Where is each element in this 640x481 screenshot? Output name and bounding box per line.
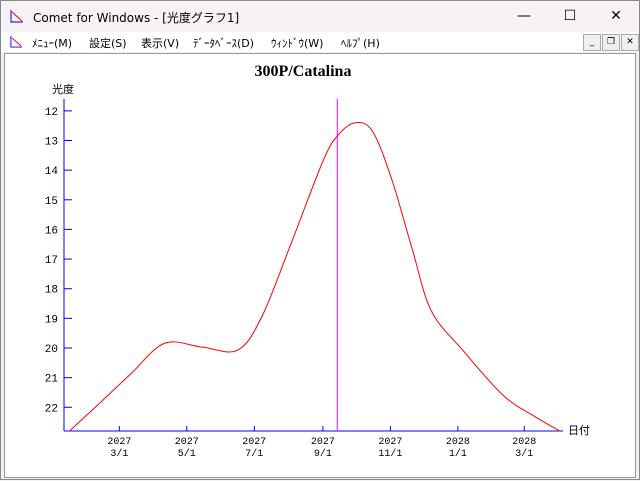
x-tick-year: 2028: [512, 437, 536, 448]
maximize-button[interactable]: ☐: [547, 1, 593, 32]
y-axis-label: 光度: [52, 82, 74, 96]
y-tick-label: 15: [45, 196, 58, 208]
menu-database[interactable]: ﾃﾞｰﾀﾍﾞｰｽ(D): [193, 37, 255, 50]
minimize-icon: —: [517, 8, 531, 24]
menu-menu[interactable]: ﾒﾆｭｰ(M): [32, 37, 73, 50]
y-tick-label: 14: [45, 166, 59, 178]
mdi-restore-button[interactable]: ❐: [602, 34, 620, 51]
maximize-icon: ☐: [563, 8, 577, 24]
magnitude-curve: [69, 121, 560, 432]
y-tick-label: 16: [45, 225, 58, 237]
y-tick-label: 13: [45, 137, 58, 149]
y-tick-label: 18: [45, 285, 58, 297]
x-tick-date: 9/1: [314, 448, 332, 460]
x-tick-date: 3/1: [515, 448, 533, 460]
close-button[interactable]: ✕: [593, 1, 639, 32]
x-tick-date: 3/1: [110, 448, 128, 460]
y-tick-label: 21: [45, 374, 59, 386]
x-tick-year: 2027: [107, 437, 131, 448]
close-icon: ✕: [610, 8, 622, 24]
x-tick-year: 2027: [175, 437, 199, 448]
document-icon[interactable]: [10, 35, 23, 48]
mdi-minimize-button[interactable]: _: [583, 34, 601, 51]
x-tick-year: 2028: [446, 437, 470, 448]
x-axis-label: 日付: [568, 424, 590, 437]
title-bar: Comet for Windows - [光度グラフ1] — ☐ ✕: [1, 1, 639, 32]
x-tick-date: 7/1: [245, 448, 263, 460]
x-tick-year: 2027: [378, 437, 402, 448]
y-tick-label: 20: [45, 344, 58, 356]
mdi-close-button[interactable]: ✕: [621, 34, 639, 51]
menu-window[interactable]: ｳｨﾝﾄﾞｳ(W): [271, 37, 324, 50]
y-tick-label: 12: [45, 107, 58, 119]
y-tick-label: 19: [45, 314, 58, 326]
menu-view[interactable]: 表示(V): [141, 37, 180, 50]
x-tick-date: 11/1: [378, 448, 402, 460]
menu-bar: ﾒﾆｭｰ(M) 設定(S) 表示(V) ﾃﾞｰﾀﾍﾞｰｽ(D) ｳｨﾝﾄﾞｳ(W…: [1, 32, 639, 52]
x-tick-date: 5/1: [178, 448, 196, 460]
x-tick-year: 2027: [242, 437, 266, 448]
app-icon: [10, 10, 23, 23]
y-tick-label: 17: [45, 255, 58, 267]
minimize-button[interactable]: —: [501, 1, 547, 32]
light-curve-chart: 300P/Catalina 光度 日付 12 13 14 15 16 17 18 19 20 21…: [45, 63, 590, 460]
menu-help[interactable]: ﾍﾙﾌﾟ(H): [341, 37, 380, 50]
x-tick-date: 1/1: [449, 448, 467, 460]
graph-window: 300P/Catalina 光度 日付 12 13 14 15 16 17 18 19 20 21…: [4, 53, 636, 478]
y-tick-label: 22: [45, 403, 58, 415]
chart-title: 300P/Catalina: [255, 63, 352, 80]
window-title: Comet for Windows - [光度グラフ1]: [33, 11, 240, 25]
menu-settings[interactable]: 設定(S): [89, 37, 127, 50]
x-tick-year: 2027: [311, 437, 335, 448]
